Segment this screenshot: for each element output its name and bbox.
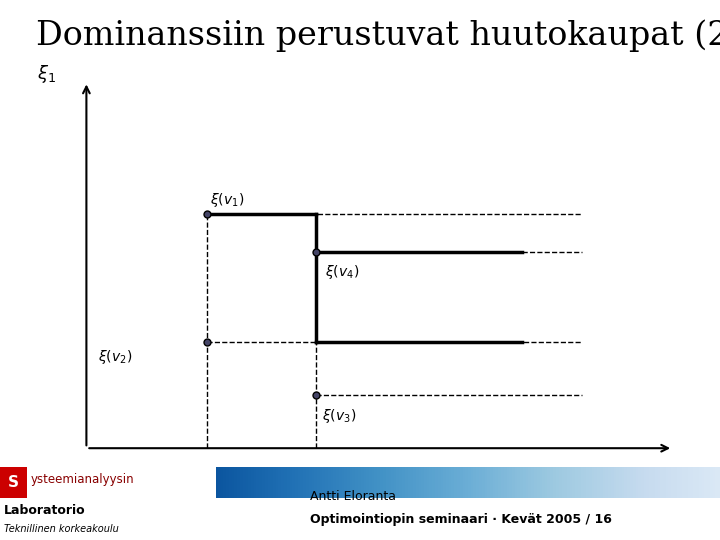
Bar — [0, 467, 27, 498]
Text: $\xi(v_3)$: $\xi(v_3)$ — [323, 407, 356, 425]
Text: $\xi_1$: $\xi_1$ — [37, 63, 56, 85]
Text: $\xi(v_2)$: $\xi(v_2)$ — [99, 348, 132, 366]
Text: S: S — [8, 475, 19, 490]
Text: Dominanssiin perustuvat huutokaupat (2/2): Dominanssiin perustuvat huutokaupat (2/2… — [36, 19, 720, 51]
Text: $\xi_2$: $\xi_2$ — [675, 467, 695, 489]
Text: Teknillinen korkeakoulu: Teknillinen korkeakoulu — [4, 524, 118, 534]
Text: Antti Eloranta: Antti Eloranta — [310, 490, 395, 503]
Text: ysteemianalyysin: ysteemianalyysin — [30, 473, 134, 486]
Bar — [0, 467, 216, 498]
Text: $\xi(v_4)$: $\xi(v_4)$ — [325, 263, 359, 281]
Text: Optimointiopin seminaari · Kevät 2005 / 16: Optimointiopin seminaari · Kevät 2005 / … — [310, 513, 611, 526]
Text: $\xi(v_1)$: $\xi(v_1)$ — [210, 191, 245, 210]
Text: Laboratorio: Laboratorio — [4, 504, 85, 517]
